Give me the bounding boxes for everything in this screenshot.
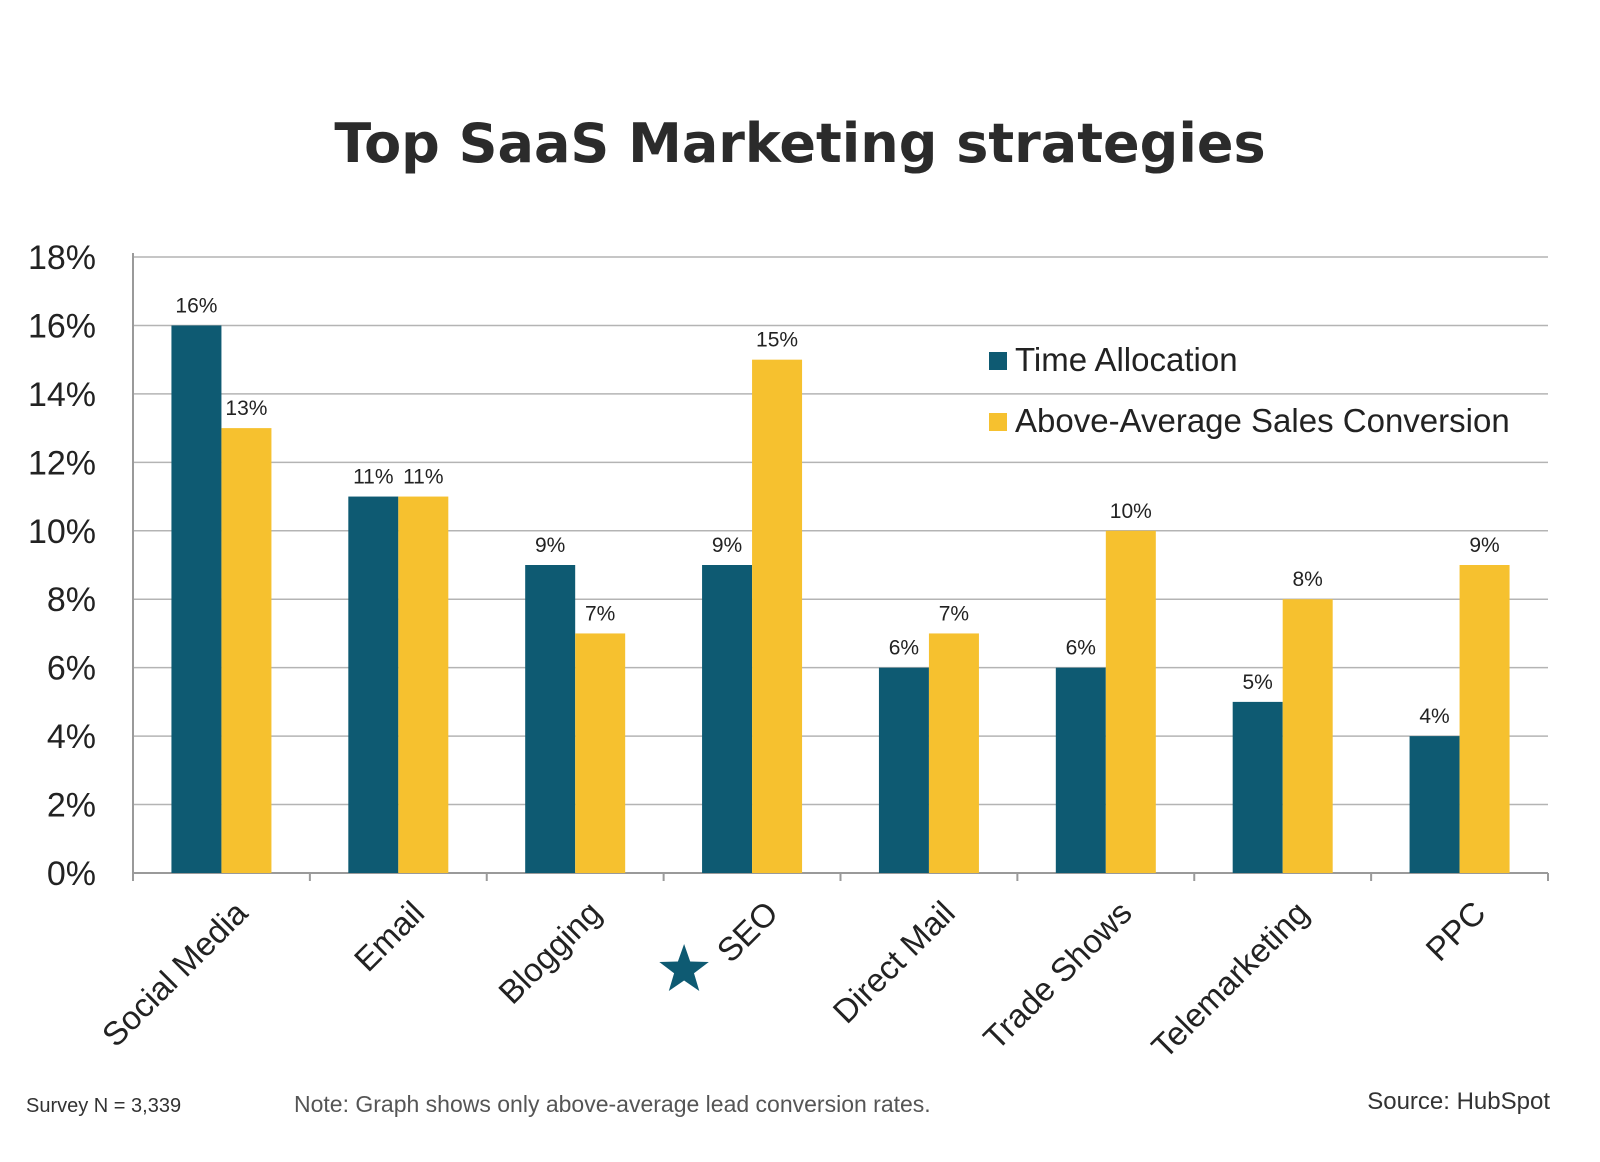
x-tick-label: Email <box>347 894 432 979</box>
data-label: 8% <box>1293 568 1323 591</box>
legend-swatch <box>989 413 1007 431</box>
legend-label: Above-Average Sales Conversion <box>1015 402 1510 439</box>
data-label: 9% <box>712 534 742 557</box>
bar <box>752 359 803 874</box>
y-tick-label: 12% <box>28 444 96 482</box>
legend-swatch <box>989 352 1007 370</box>
legend-label: Time Allocation <box>1015 341 1238 378</box>
data-label: 7% <box>939 602 969 625</box>
x-tick-label: Trade Shows <box>976 894 1139 1057</box>
x-tick-label: PPC <box>1418 894 1492 968</box>
bar <box>928 633 979 873</box>
bar <box>525 565 576 873</box>
bar <box>1459 565 1510 873</box>
y-axis-ticks: 0% 2% 4% 6% 8% 10% 12% 14% 16% 18% <box>28 239 96 893</box>
data-label: 7% <box>585 602 615 625</box>
bar <box>1409 736 1460 873</box>
chart-note: Note: Graph shows only above-average lea… <box>294 1091 931 1117</box>
data-label: 13% <box>225 397 267 420</box>
data-label: 11% <box>403 466 443 489</box>
bar <box>221 428 272 873</box>
y-tick-label: 8% <box>47 581 96 619</box>
bar <box>575 633 626 873</box>
y-tick-label: 2% <box>47 787 96 825</box>
data-label: 16% <box>175 294 217 317</box>
x-tick-label: Social Media <box>95 893 255 1053</box>
star-icon <box>659 944 709 991</box>
x-tick-label: Telemarketing <box>1144 894 1315 1065</box>
y-tick-label: 6% <box>47 650 96 688</box>
bar <box>348 496 399 873</box>
bar <box>398 496 449 873</box>
data-label: 15% <box>756 329 798 352</box>
bar <box>1232 701 1283 873</box>
data-label: 5% <box>1243 671 1273 694</box>
survey-size-note: Survey N = 3,339 <box>26 1095 182 1117</box>
y-tick-label: 4% <box>47 718 96 756</box>
chart-title: Top SaaS Marketing strategies <box>334 112 1266 175</box>
x-tick-label: Blogging <box>491 894 608 1011</box>
data-label: 9% <box>535 534 565 557</box>
y-tick-label: 10% <box>28 513 96 551</box>
y-tick-label: 18% <box>28 239 96 277</box>
y-tick-label: 0% <box>47 855 96 893</box>
bar <box>702 565 753 873</box>
source-note: Source: HubSpot <box>1367 1088 1550 1115</box>
x-tick-label: SEO <box>710 894 785 969</box>
data-label: 4% <box>1419 705 1449 728</box>
bar <box>878 667 929 873</box>
data-label: 6% <box>889 637 919 660</box>
x-axis-ticks: Social Media Email Blogging SEO Direct Mail T… <box>95 893 1493 1065</box>
bar <box>1282 599 1333 873</box>
bar <box>171 325 222 873</box>
y-tick-label: 14% <box>28 376 96 414</box>
bar <box>1055 667 1106 873</box>
data-labels: 16% 13% 11% 11% 9% 7% 9% 15% 6% 7% 6% 10% 5% 8% 4% 9% <box>175 294 1499 728</box>
bar <box>1105 530 1156 873</box>
data-label: 11% <box>353 466 393 489</box>
x-tick-label: Direct Mail <box>826 894 962 1030</box>
data-label: 6% <box>1066 637 1096 660</box>
bars <box>171 325 1510 874</box>
legend: Time Allocation Above-Average Sales Conve… <box>989 341 1510 439</box>
data-label: 9% <box>1469 534 1499 557</box>
data-label: 10% <box>1110 500 1152 523</box>
y-tick-label: 16% <box>28 307 96 345</box>
gridlines <box>132 253 1549 881</box>
